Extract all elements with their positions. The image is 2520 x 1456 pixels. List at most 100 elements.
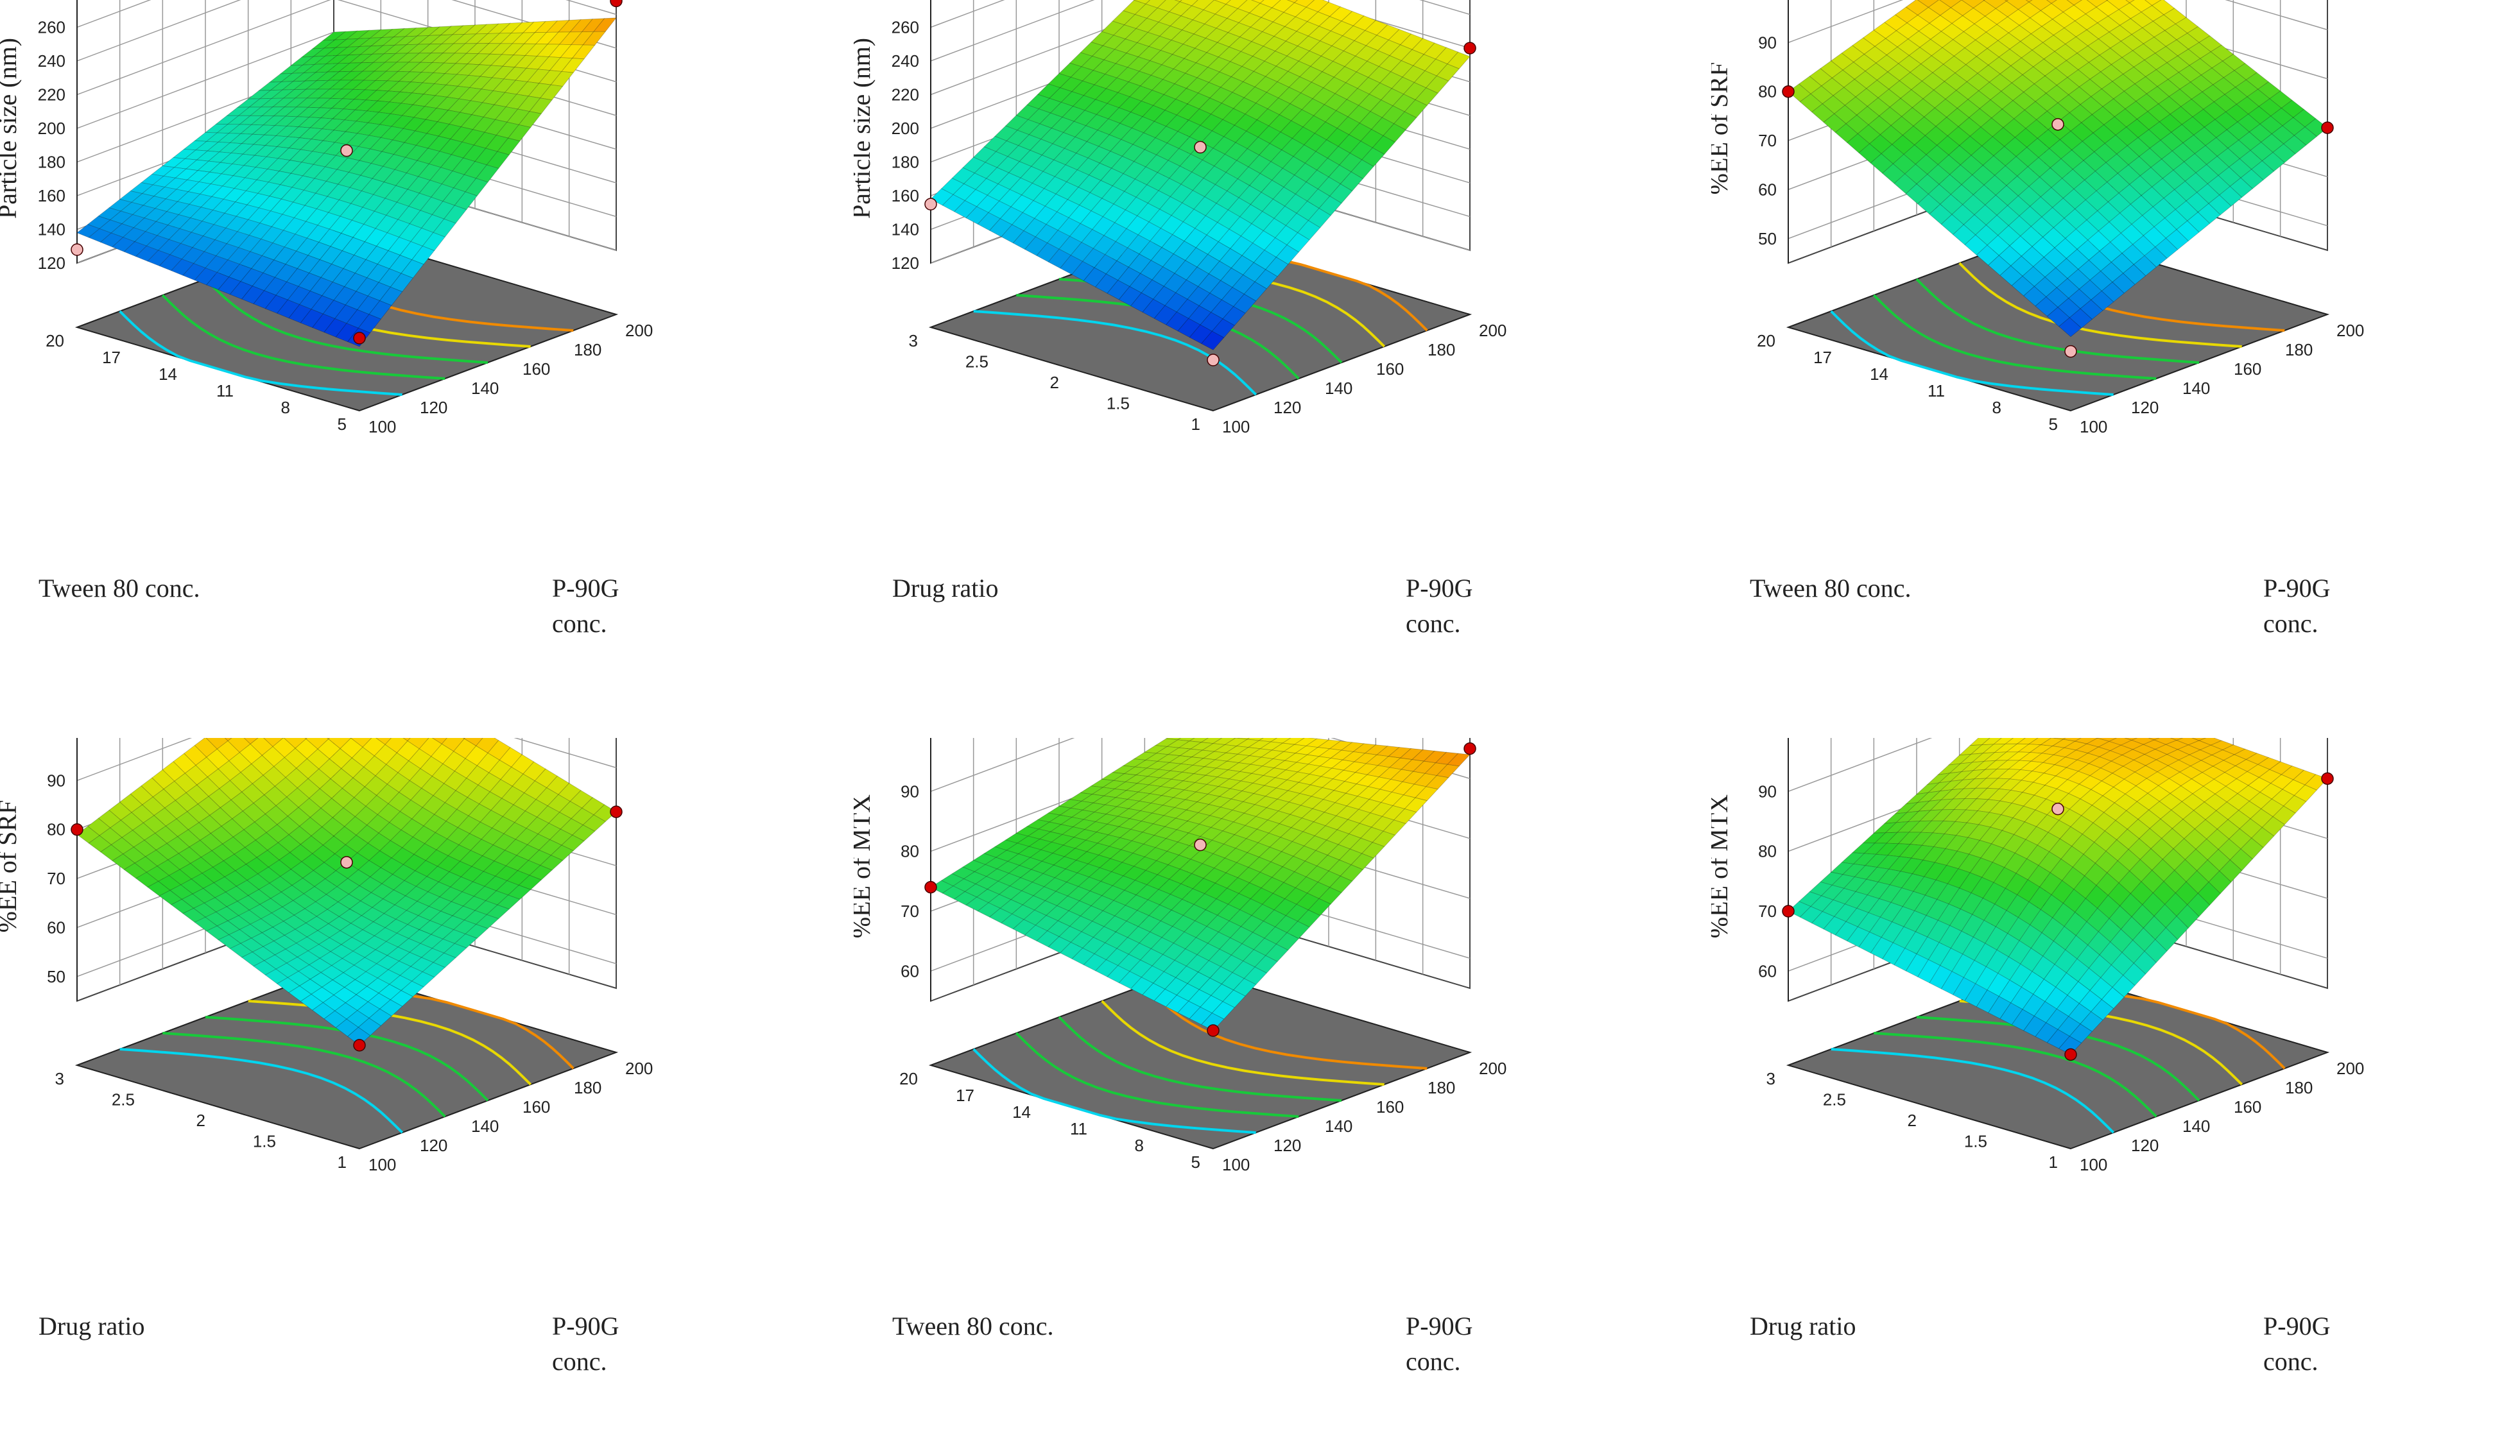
z-tick-label: 120 — [892, 253, 919, 273]
x-tick-label: 20 — [899, 1069, 918, 1088]
design-point — [2064, 1048, 2077, 1061]
contour-line — [1058, 1016, 1342, 1102]
z-tick-label: 140 — [38, 220, 65, 239]
y-tick-label: 100 — [368, 417, 396, 436]
y-axis-title-line2: conc. — [1406, 1347, 1461, 1376]
plot-svg: 120 140 160 180 200 220 240 260 280 3 2.5 2 1.5 1 100 1… — [847, 0, 1506, 638]
z-tick-label: 70 — [901, 902, 919, 921]
x-tick-label: 1 — [338, 1152, 347, 1172]
x-tick-label: 2.5 — [965, 352, 988, 372]
surface-plot-4: 50 60 70 80 90 100 3 2.5 2 1.5 1 100 120 140 160 180 200… — [0, 634, 809, 1405]
x-tick-label: 3 — [1766, 1069, 1775, 1088]
design-point — [1194, 141, 1207, 154]
y-axis-title-line2: conc. — [2263, 609, 2318, 638]
x-axis-title: Tween 80 conc. — [892, 1312, 1054, 1340]
z-tick-label: 70 — [1758, 131, 1777, 150]
x-tick-label: 5 — [1191, 1152, 1200, 1172]
x-tick-label: 1.5 — [1107, 394, 1130, 413]
x-tick-label: 3 — [909, 331, 918, 350]
x-tick-label: 11 — [216, 381, 234, 400]
x-tick-label: 2 — [196, 1111, 205, 1130]
x-tick-label: 2 — [1908, 1111, 1917, 1130]
contour-line — [1831, 1048, 2115, 1134]
x-tick-label: 17 — [102, 348, 121, 367]
z-tick-label: 120 — [38, 253, 65, 273]
z-tick-label: 60 — [47, 918, 65, 937]
z-tick-label: 70 — [1758, 902, 1777, 921]
x-tick-label: 8 — [281, 398, 290, 417]
design-point — [353, 332, 366, 345]
x-tick-label: 14 — [159, 364, 177, 384]
y-axis-title-line2: conc. — [552, 1347, 607, 1376]
response-surface — [1788, 0, 2328, 338]
y-tick-label: 160 — [1376, 1097, 1404, 1117]
design-point — [1194, 838, 1207, 852]
plot-svg: 60 70 80 90 100 20 17 14 11 8 5 100 120 140 160 180 200%… — [847, 634, 1506, 1376]
plot-svg: 60 70 80 90 100 3 2.5 2 1.5 1 100 120 140 160 180 200 %E… — [1704, 634, 2364, 1376]
design-point — [2051, 802, 2064, 816]
contour-line — [1830, 310, 2114, 396]
design-point — [610, 805, 623, 818]
z-tick-label: 50 — [47, 967, 65, 986]
contour-line — [204, 278, 488, 364]
z-tick-label: 200 — [38, 119, 65, 138]
contour-line — [119, 310, 402, 396]
x-tick-label: 3 — [55, 1069, 64, 1088]
contour-line — [1872, 294, 2157, 380]
z-tick-label: 180 — [892, 153, 919, 172]
design-point — [924, 198, 937, 210]
z-tick-label: 80 — [1758, 842, 1777, 861]
y-axis-title-line2: conc. — [1406, 609, 1461, 638]
design-point — [71, 823, 83, 836]
surface-plot-5: 60 70 80 90 100 20 17 14 11 8 5 100 120 140 160 180 200%… — [847, 634, 1662, 1405]
x-tick-label: 1.5 — [253, 1132, 276, 1151]
x-tick-label: 2.5 — [112, 1090, 135, 1109]
y-tick-label: 180 — [1428, 340, 1455, 359]
design-point — [1463, 42, 1476, 55]
x-tick-label: 14 — [1012, 1102, 1031, 1122]
surface-plot-1: 120 140 160 180 200 220 240 260 280 20 17 14 11 8 5 100… — [0, 0, 809, 667]
z-tick-label: 100 — [1749, 738, 1777, 741]
y-axis-title-line2: conc. — [2263, 1347, 2318, 1376]
x-tick-label: 20 — [46, 331, 64, 350]
x-tick-label: 1 — [1191, 415, 1200, 434]
x-tick-label: 8 — [1135, 1136, 1144, 1155]
x-axis-title: Drug ratio — [892, 574, 999, 603]
x-tick-label: 2 — [1050, 373, 1059, 392]
design-point — [71, 243, 83, 256]
design-point — [353, 1039, 366, 1052]
z-tick-label: 220 — [38, 85, 65, 105]
x-tick-label: 20 — [1757, 331, 1775, 350]
design-point — [924, 880, 937, 894]
z-tick-label: 160 — [892, 186, 919, 205]
y-tick-label: 100 — [1222, 417, 1250, 436]
design-point — [1782, 85, 1795, 98]
y-tick-label: 200 — [1479, 1059, 1506, 1078]
contour-line — [162, 1032, 446, 1118]
y-tick-label: 160 — [522, 1097, 550, 1117]
y-tick-label: 140 — [1325, 1117, 1352, 1136]
z-tick-label: 220 — [892, 85, 919, 105]
response-surface — [76, 17, 617, 347]
design-point — [610, 0, 623, 8]
y-axis-title: P-90G — [552, 574, 619, 603]
contour-line — [973, 310, 1257, 396]
x-tick-label: 17 — [956, 1086, 974, 1105]
design-point — [1207, 1024, 1220, 1037]
contour-line — [1916, 1016, 2200, 1102]
y-tick-label: 180 — [1428, 1078, 1455, 1097]
z-tick-label: 90 — [1758, 33, 1777, 52]
x-tick-label: 1.5 — [1964, 1132, 1987, 1151]
surface-plot-6: 60 70 80 90 100 3 2.5 2 1.5 1 100 120 140 160 180 200 %E… — [1704, 634, 2520, 1405]
z-tick-label: 240 — [38, 51, 65, 71]
x-axis-title: Drug ratio — [39, 1312, 145, 1340]
x-tick-label: 17 — [1813, 348, 1832, 367]
y-tick-label: 100 — [2080, 417, 2107, 436]
y-tick-label: 180 — [574, 1078, 601, 1097]
design-point — [2321, 121, 2334, 134]
y-tick-label: 140 — [471, 379, 499, 398]
x-axis-title: Tween 80 conc. — [39, 574, 200, 603]
design-point — [340, 144, 353, 157]
z-tick-label: 80 — [901, 842, 919, 861]
